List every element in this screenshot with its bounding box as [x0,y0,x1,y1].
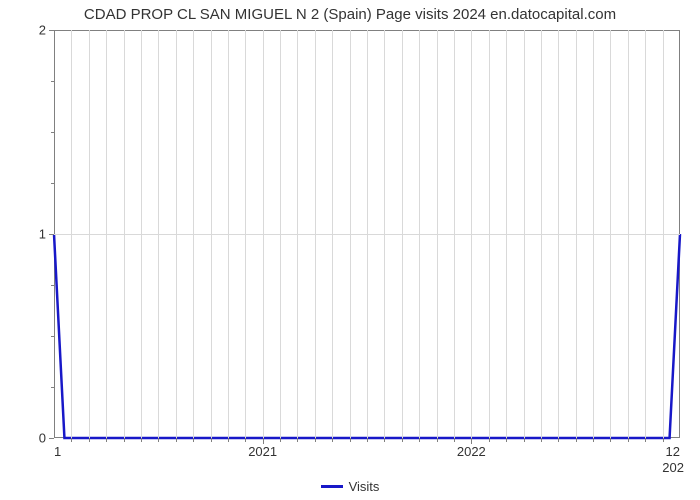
x-minor-tick [576,438,577,442]
x-minor-tick [384,438,385,442]
gridline-v [124,30,125,438]
x-minor-tick [141,438,142,442]
gridline-v [106,30,107,438]
gridline-v [454,30,455,438]
x-right-secondary-label: 202 [662,460,684,475]
gridline-v [176,30,177,438]
gridline-v [645,30,646,438]
x-minor-tick [524,438,525,442]
x-tick-label: 2021 [248,444,277,459]
gridline-v [350,30,351,438]
gridline-v [245,30,246,438]
x-minor-tick [176,438,177,442]
gridline-v [610,30,611,438]
legend-swatch [321,485,343,488]
x-minor-tick [124,438,125,442]
y-minor-tick [51,132,54,133]
gridline-v [71,30,72,438]
chart-container: CDAD PROP CL SAN MIGUEL N 2 (Spain) Page… [0,0,700,500]
y-tick-mark [49,234,54,235]
gridline-v [524,30,525,438]
x-minor-tick [663,438,664,442]
y-minor-tick [51,183,54,184]
gridline-v [297,30,298,438]
gridline-v [506,30,507,438]
gridline-v [89,30,90,438]
x-right-corner-label: 12 [666,444,680,459]
x-minor-tick [610,438,611,442]
y-tick-label: 1 [39,227,46,242]
y-minor-tick [51,285,54,286]
gridline-v [541,30,542,438]
x-minor-tick [541,438,542,442]
x-minor-tick [158,438,159,442]
x-minor-tick [367,438,368,442]
gridline-v [471,30,472,438]
x-minor-tick [419,438,420,442]
x-minor-tick [437,438,438,442]
x-minor-tick [628,438,629,442]
x-minor-tick [89,438,90,442]
x-minor-tick [315,438,316,442]
y-minor-tick [51,81,54,82]
gridline-v [367,30,368,438]
gridline-v [402,30,403,438]
gridline-v [437,30,438,438]
x-minor-tick [297,438,298,442]
gridline-v [663,30,664,438]
legend: Visits [0,478,700,494]
gridline-v [332,30,333,438]
x-tick-mark [471,438,472,444]
y-tick-mark [49,438,54,439]
y-tick-label: 0 [39,431,46,446]
gridline-v [489,30,490,438]
x-minor-tick [106,438,107,442]
x-minor-tick [506,438,507,442]
x-minor-tick [211,438,212,442]
chart-title: CDAD PROP CL SAN MIGUEL N 2 (Spain) Page… [0,6,700,23]
x-minor-tick [245,438,246,442]
x-minor-tick [228,438,229,442]
x-minor-tick [593,438,594,442]
y-tick-mark [49,30,54,31]
gridline-v [158,30,159,438]
plot-area: 01220212022112202 [54,30,680,438]
gridline-v [593,30,594,438]
x-minor-tick [350,438,351,442]
legend-label: Visits [349,479,380,494]
x-minor-tick [402,438,403,442]
gridline-v [628,30,629,438]
gridline-v [558,30,559,438]
x-tick-mark [263,438,264,444]
x-minor-tick [280,438,281,442]
gridline-v [315,30,316,438]
x-left-corner-label: 1 [54,444,61,459]
x-tick-label: 2022 [457,444,486,459]
gridline-v [419,30,420,438]
x-minor-tick [454,438,455,442]
y-minor-tick [51,387,54,388]
x-minor-tick [193,438,194,442]
x-minor-tick [71,438,72,442]
x-minor-tick [558,438,559,442]
y-minor-tick [51,336,54,337]
gridline-v [211,30,212,438]
x-minor-tick [332,438,333,442]
gridline-v [228,30,229,438]
gridline-v [384,30,385,438]
y-tick-label: 2 [39,23,46,38]
gridline-v [280,30,281,438]
x-minor-tick [489,438,490,442]
gridline-v [263,30,264,438]
gridline-v [193,30,194,438]
gridline-v [576,30,577,438]
gridline-v [141,30,142,438]
x-minor-tick [645,438,646,442]
